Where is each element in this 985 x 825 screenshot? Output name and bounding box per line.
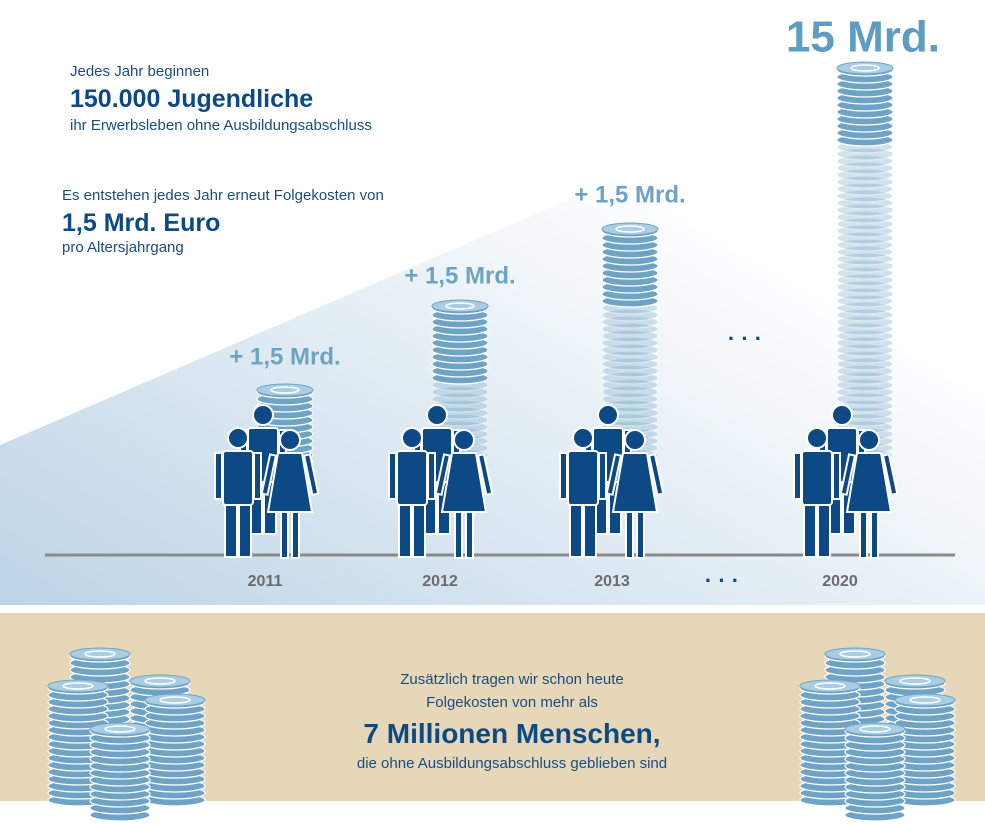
- head: [598, 405, 618, 425]
- coin-top: [845, 723, 905, 735]
- coin-top: [257, 384, 313, 396]
- body: [568, 451, 598, 505]
- bottom-highlight: 7 Millionen Menschen: [363, 718, 652, 749]
- leg: [860, 512, 867, 558]
- year-label: 2011: [248, 573, 283, 590]
- coin-top: [800, 680, 860, 692]
- arm: [254, 453, 261, 499]
- arm: [560, 453, 567, 499]
- leg: [584, 505, 596, 557]
- coin-top: [825, 648, 885, 660]
- coin-top: [895, 694, 955, 706]
- head: [625, 430, 645, 450]
- costs-text: Es entstehen jedes Jahr erneut Folgekost…: [62, 188, 384, 203]
- arm: [833, 453, 840, 499]
- head: [859, 430, 879, 450]
- coin-top: [70, 648, 130, 660]
- costs-text: pro Altersjahrgang: [62, 240, 184, 255]
- leg: [413, 505, 425, 557]
- costs-highlight: 1,5 Mrd. Euro: [62, 211, 220, 236]
- bottom-text: die ohne Ausbildungsabschluss geblieben …: [262, 756, 762, 771]
- total-label: 15 Mrd.: [786, 13, 940, 62]
- ellipsis: · · ·: [728, 326, 762, 351]
- head: [228, 428, 248, 448]
- arm: [389, 453, 396, 499]
- ellipsis: · · ·: [705, 568, 739, 593]
- body: [802, 451, 832, 505]
- body: [223, 451, 253, 505]
- coin-stack: [90, 723, 150, 821]
- leg: [626, 512, 633, 558]
- leg: [455, 512, 462, 558]
- year-label: 2012: [422, 573, 458, 590]
- increment-label: + 1,5 Mrd.: [574, 181, 685, 208]
- coin-top: [432, 300, 488, 312]
- leg: [804, 505, 816, 557]
- page: 15 Mrd. · · · · · · 2011 + 1,5 Mrd. 2012 + …: [0, 0, 985, 825]
- head: [832, 405, 852, 425]
- bottom-text: Zusätzlich tragen wir schon heute: [262, 672, 762, 687]
- bottom-suffix: ,: [653, 718, 661, 749]
- increment-label: + 1,5 Mrd.: [229, 343, 340, 370]
- increment-label: + 1,5 Mrd.: [404, 262, 515, 289]
- coin-top: [837, 62, 893, 74]
- leg: [818, 505, 830, 557]
- bottom-text: Folgekosten von mehr als: [262, 695, 762, 710]
- year-label: 2020: [822, 573, 858, 590]
- arm: [599, 453, 606, 499]
- coin-stack: [145, 694, 205, 806]
- coin-top: [90, 723, 150, 735]
- coin-top: [130, 675, 190, 687]
- body: [397, 451, 427, 505]
- leg: [570, 505, 582, 557]
- head: [253, 405, 273, 425]
- coin-top: [885, 675, 945, 687]
- leg: [637, 512, 644, 558]
- arm: [794, 453, 801, 499]
- head: [807, 428, 827, 448]
- leg: [466, 512, 473, 558]
- leg: [292, 512, 299, 558]
- coin-top: [602, 223, 658, 235]
- head: [280, 430, 300, 450]
- coin-top: [145, 694, 205, 706]
- leg: [281, 512, 288, 558]
- head: [454, 430, 474, 450]
- arm: [215, 453, 222, 499]
- leg: [871, 512, 878, 558]
- intro-text: Jedes Jahr beginnen: [70, 64, 209, 79]
- head: [573, 428, 593, 448]
- bottom-highlight-line: 7 Millionen Menschen,: [262, 720, 762, 748]
- head: [427, 405, 447, 425]
- intro-highlight: 150.000 Jugendliche: [70, 87, 313, 112]
- intro-text: ihr Erwerbsleben ohne Ausbildungsabschlu…: [70, 118, 372, 133]
- leg: [399, 505, 411, 557]
- leg: [225, 505, 237, 557]
- coin-top: [48, 680, 108, 692]
- coin-stack: [845, 723, 905, 821]
- bottom-text-block: Zusätzlich tragen wir schon heute Folgek…: [262, 672, 762, 771]
- arm: [428, 453, 435, 499]
- year-label: 2013: [594, 573, 630, 590]
- leg: [239, 505, 251, 557]
- head: [402, 428, 422, 448]
